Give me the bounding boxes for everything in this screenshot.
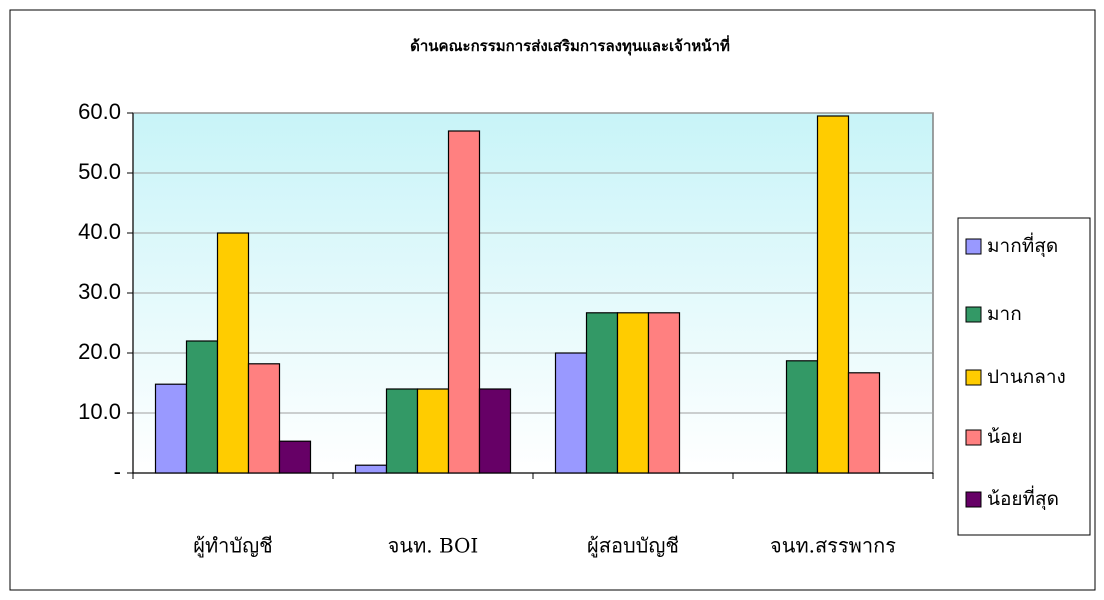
legend-label: มากที่สุด (987, 232, 1058, 258)
bar (787, 361, 818, 473)
y-tick-label: 40.0 (78, 219, 121, 244)
bar (418, 389, 449, 473)
x-tick-label: ผู้สอบบัญชี (587, 534, 679, 559)
legend-swatch (966, 239, 981, 254)
legend-label: น้อยที่สุด (987, 485, 1059, 511)
legend-label: มาก (987, 303, 1022, 325)
y-tick-label: 50.0 (78, 159, 121, 184)
x-tick-label: จนท. BOI (388, 534, 479, 558)
x-tick-label: ผู้ทำบัญชี (193, 534, 272, 559)
legend-swatch (966, 307, 981, 322)
bar (587, 313, 618, 473)
bar (618, 313, 649, 473)
bar (649, 313, 680, 473)
legend-label: น้อย (987, 426, 1023, 448)
bar (218, 233, 249, 473)
y-tick-label: 20.0 (78, 339, 121, 364)
legend-label: ปานกลาง (987, 366, 1066, 388)
bar (387, 389, 418, 473)
legend-swatch (966, 430, 981, 445)
chart-title: ด้านคณะกรรมการส่งเสริมการลงทุนและเจ้าหน้… (410, 35, 730, 56)
y-tick-label: 60.0 (78, 99, 121, 124)
chart: ด้านคณะกรรมการส่งเสริมการลงทุนและเจ้าหน้… (0, 0, 1104, 600)
y-tick-label: 10.0 (78, 399, 121, 424)
y-tick-label: 30.0 (78, 279, 121, 304)
bar (449, 131, 480, 473)
bar (849, 373, 880, 473)
bar (249, 364, 280, 473)
bar (280, 441, 311, 473)
bar (480, 389, 511, 473)
legend-swatch (966, 492, 981, 507)
y-tick-label: - (114, 459, 121, 484)
bar (556, 353, 587, 473)
legend-swatch (966, 370, 981, 385)
bar (156, 384, 187, 473)
x-tick-label: จนท.สรรพากร (770, 534, 896, 558)
bar (356, 465, 387, 473)
bar (187, 341, 218, 473)
bar (818, 116, 849, 473)
